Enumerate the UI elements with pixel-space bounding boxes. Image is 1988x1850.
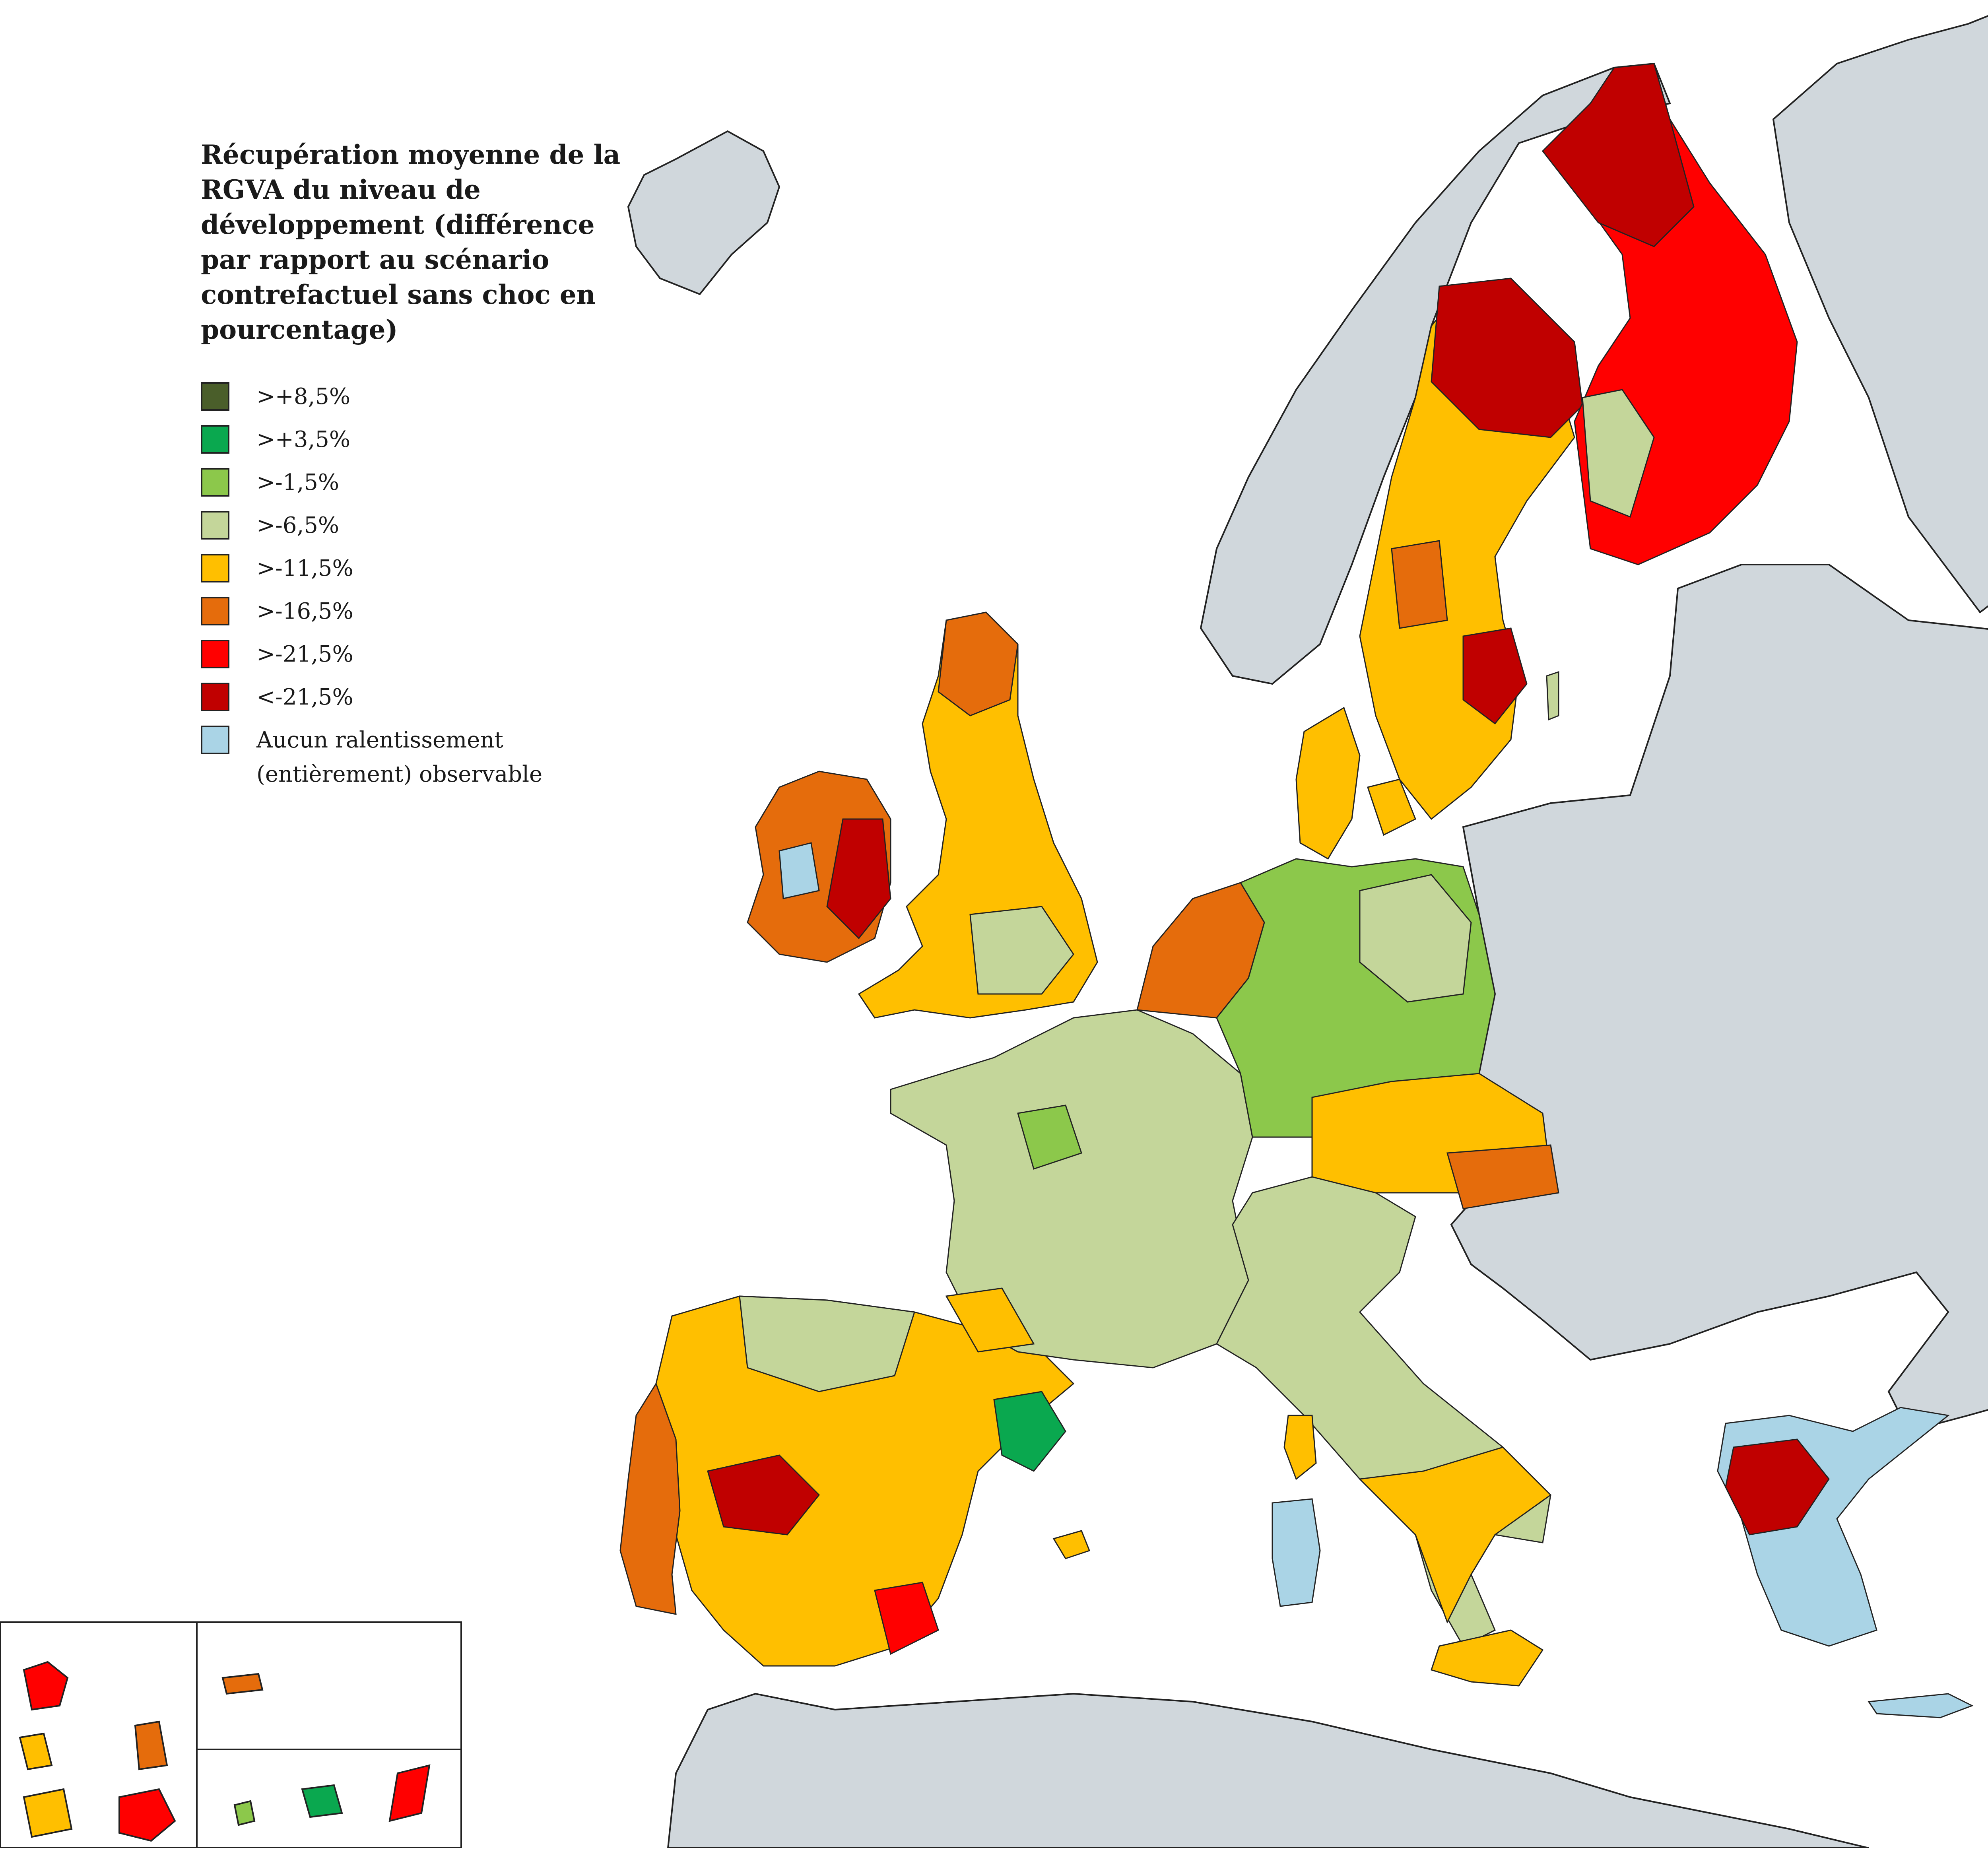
legend-swatch [201, 640, 229, 668]
spain-south [874, 1582, 939, 1655]
inset-madeira [221, 1673, 264, 1695]
germany-east [1359, 874, 1472, 1003]
inset-canarias-west [233, 1800, 256, 1826]
norway [1200, 62, 1671, 685]
legend-swatch [201, 382, 229, 411]
england-south [969, 906, 1074, 995]
spain-north [739, 1295, 915, 1392]
legend-swatch [201, 726, 229, 754]
finland-west [1582, 389, 1655, 518]
france-orange [945, 1287, 1035, 1353]
france-green [1017, 1105, 1082, 1170]
legend-label: Aucun ralentissement (entièrement) obser… [256, 723, 654, 792]
non-eu-land [627, 15, 1988, 1849]
inset-mayotte [134, 1720, 168, 1770]
eu-regions [619, 63, 1974, 1718]
greece-north [1725, 1438, 1830, 1536]
legend-swatch [201, 511, 229, 540]
ireland-east [826, 818, 891, 940]
austria-east [1446, 1144, 1559, 1209]
ireland-west [779, 842, 820, 899]
denmark-islands [1367, 778, 1416, 836]
portugal [619, 1382, 681, 1615]
legend-swatch [201, 554, 229, 582]
russia-north [1772, 15, 1988, 613]
finland-north [1542, 63, 1695, 247]
legend-label: >+8,5% [256, 384, 351, 410]
legend-swatch [201, 468, 229, 497]
sweden-north [1431, 278, 1583, 438]
sweden-orange [1391, 540, 1448, 629]
spain [655, 1295, 1075, 1667]
legend-swatch [201, 597, 229, 625]
spain-east [993, 1391, 1066, 1472]
legend-label: >+3,5% [256, 427, 351, 452]
inset-canarias-centre [301, 1784, 343, 1818]
eastern-europe [1450, 564, 1988, 1433]
legend-label: >-21,5% [256, 641, 353, 667]
iceland [627, 130, 780, 295]
sicily [1431, 1629, 1544, 1687]
italy-south [1358, 1446, 1552, 1624]
inset-guyane [23, 1788, 73, 1838]
corsica [1283, 1415, 1317, 1480]
legend-label-line1: Aucun ralentissement [256, 727, 503, 753]
north-africa [667, 1693, 1869, 1849]
inset-martinique [19, 1732, 53, 1770]
legend-label: >-6,5% [256, 512, 340, 538]
legend-label: >-11,5% [256, 555, 353, 581]
legend-label: <-21,5% [256, 684, 353, 710]
inset-canarias-east [388, 1764, 431, 1822]
inset-reunion [118, 1788, 176, 1842]
gotland [1546, 671, 1559, 721]
denmark [1295, 707, 1361, 860]
legend-label-line2: (entièrement) observable [256, 761, 543, 787]
scotland [938, 611, 1019, 716]
legend-title: Récupération moyenne de la RGVA du nivea… [201, 139, 621, 345]
legend-swatch [201, 683, 229, 711]
crete [1868, 1693, 1974, 1718]
legend-swatch [201, 425, 229, 454]
france [890, 1009, 1253, 1369]
balearics [1052, 1530, 1090, 1559]
sweden-stockholm [1462, 627, 1528, 725]
sardinia [1272, 1498, 1321, 1607]
spain-centre [707, 1454, 820, 1536]
legend-label: >-1,5% [256, 470, 340, 495]
legend-label: >-16,5% [256, 598, 353, 624]
outermost-regions-insets [0, 1621, 462, 1849]
inset-guadeloupe [23, 1661, 69, 1711]
